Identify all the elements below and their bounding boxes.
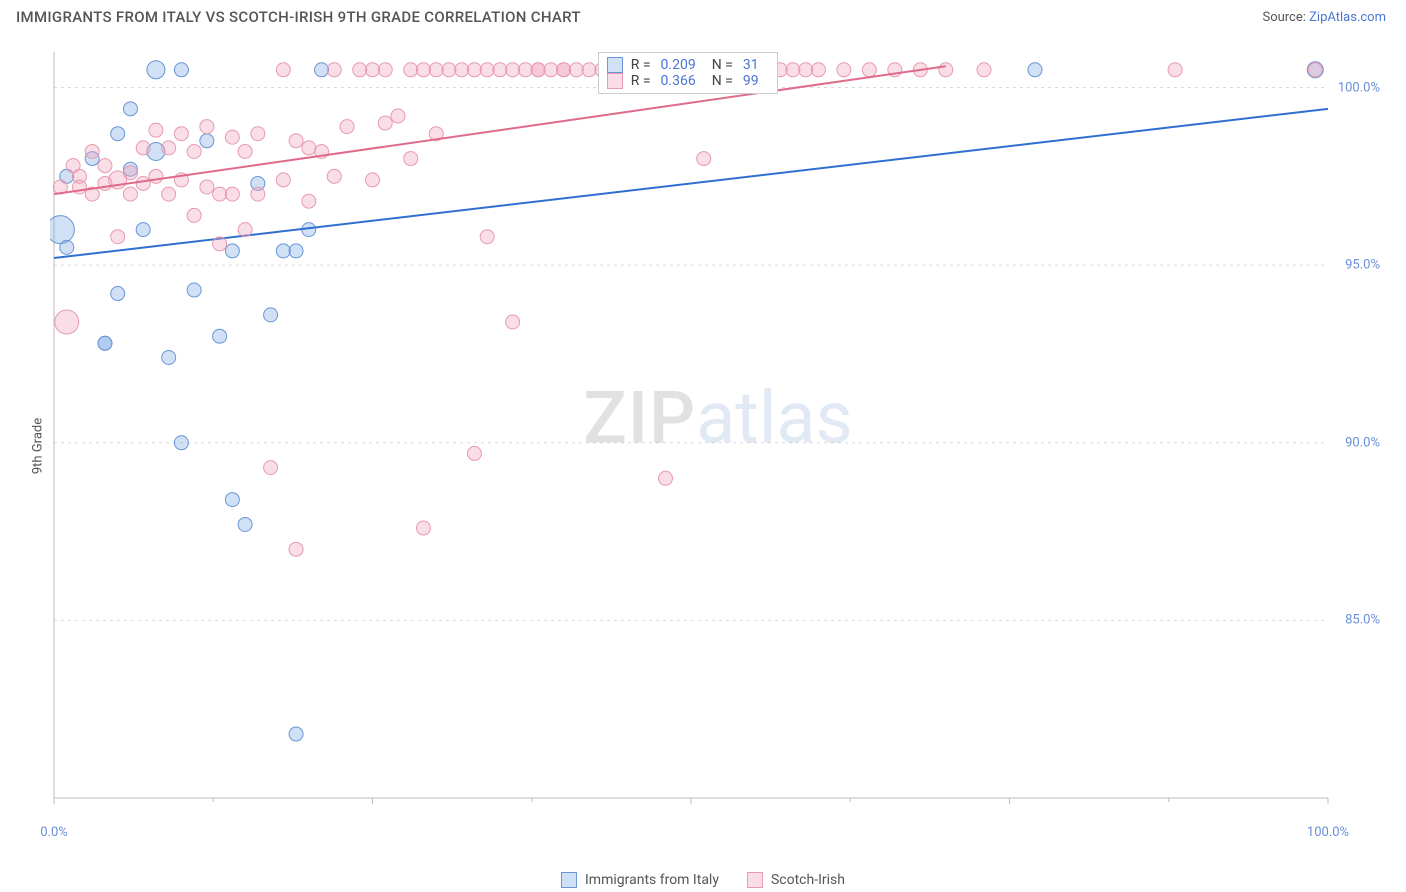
chart-title: IMMIGRANTS FROM ITALY VS SCOTCH-IRISH 9T… <box>16 8 581 26</box>
chart-header: IMMIGRANTS FROM ITALY VS SCOTCH-IRISH 9T… <box>0 0 1406 30</box>
stats-legend-row: R =0.209N =31 <box>607 57 767 73</box>
y-tick-label: 95.0% <box>1345 258 1380 273</box>
legend-swatch <box>561 872 577 888</box>
source-link[interactable]: ZipAtlas.com <box>1309 10 1386 25</box>
stats-legend: R =0.209N =31R =0.366N =99 <box>598 52 778 94</box>
y-tick-label: 85.0% <box>1345 613 1380 628</box>
legend-swatch <box>607 57 623 73</box>
legend-swatch <box>747 872 763 888</box>
y-tick-label: 100.0% <box>1338 80 1380 95</box>
scatter-chart <box>50 48 1386 818</box>
y-axis-label: 9th Grade <box>31 418 46 474</box>
plot-area: ZIPatlas R =0.209N =31R =0.366N =99 85.0… <box>50 48 1386 818</box>
stats-legend-row: R =0.366N =99 <box>607 73 767 89</box>
series-legend: Immigrants from Italy Scotch-Irish <box>0 872 1406 888</box>
legend-label: Immigrants from Italy <box>585 872 719 888</box>
x-tick-label: 0.0% <box>40 825 68 840</box>
legend-item: Scotch-Irish <box>747 872 845 888</box>
legend-label: Scotch-Irish <box>771 872 845 888</box>
y-tick-label: 90.0% <box>1345 435 1380 450</box>
chart-source: Source: ZipAtlas.com <box>1262 10 1386 25</box>
legend-item: Immigrants from Italy <box>561 872 719 888</box>
legend-swatch <box>607 73 623 89</box>
x-tick-label: 100.0% <box>1307 825 1349 840</box>
